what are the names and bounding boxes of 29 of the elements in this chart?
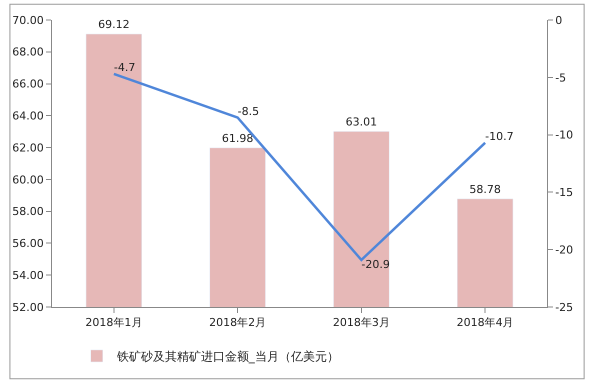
y2-tick-label: 0: [555, 14, 562, 27]
data-label: -8.5: [238, 104, 260, 118]
data-label: 61.98: [222, 132, 254, 145]
data-label: 63.01: [346, 115, 378, 128]
x-tick-label: 2018年1月: [85, 316, 142, 330]
y2-tick-label: -5: [555, 71, 566, 84]
y-tick-label: 70.00: [12, 14, 44, 27]
data-label: 69.12: [98, 18, 130, 32]
y-tick-label: 58.00: [12, 205, 44, 218]
y2-tick-label: -25: [555, 300, 574, 314]
y2-tick-label: -10: [555, 128, 574, 142]
legend-label: 铁矿砂及其精矿进口金额_当月（亿美元）: [116, 350, 339, 364]
y-tick-label: 64.00: [12, 110, 44, 123]
y-tick-label: 68.00: [12, 46, 44, 59]
data-label: -20.9: [361, 258, 390, 272]
y-tick-label: 52.00: [12, 300, 44, 314]
data-label: -10.7: [485, 130, 514, 144]
data-label: 58.78: [469, 182, 501, 196]
y2-tick-label: -15: [555, 186, 574, 200]
y-tick-label: 54.00: [12, 268, 44, 282]
data-label: -4.7: [114, 61, 136, 74]
x-tick-label: 2018年2月: [209, 316, 266, 330]
y-tick-label: 62.00: [12, 141, 44, 154]
y-tick-label: 66.00: [12, 78, 44, 91]
x-tick-label: 2018年3月: [332, 316, 390, 330]
y2-tick-label: -20: [555, 243, 574, 256]
x-tick-label: 2018年4月: [456, 316, 514, 330]
y-tick-label: 56.00: [12, 237, 44, 250]
y-tick-label: 60.00: [12, 173, 44, 186]
